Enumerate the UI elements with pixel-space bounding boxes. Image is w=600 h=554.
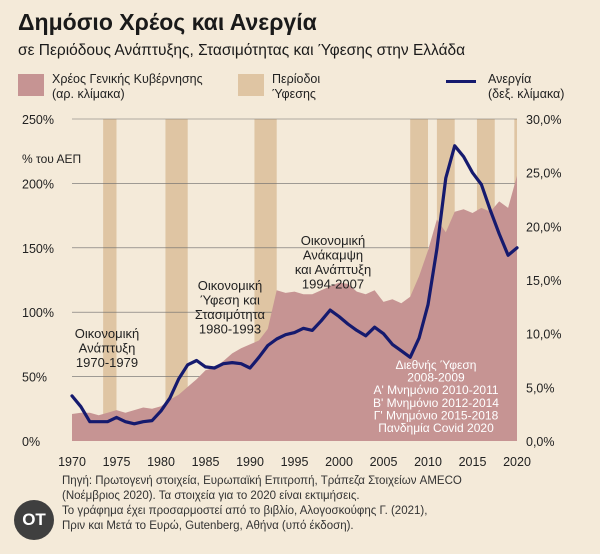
- annotation-a1-line-0: Οικονομική: [75, 326, 139, 341]
- source-note: Πηγή: Πρωτογενή στοιχεία, Ευρωπαϊκή Επιτ…: [62, 474, 462, 534]
- annotation-a4-line-0: Διεθνής Ύφεση: [396, 358, 477, 372]
- legend-sublabel-recession: Ύφεσης: [272, 87, 316, 101]
- right-tick-label-2: 10,0%: [526, 328, 561, 342]
- x-tick-label-9: 2015: [459, 455, 487, 469]
- page-subtitle: σε Περιόδους Ανάπτυξης, Στασιμότητας και…: [18, 42, 466, 59]
- recession-band-0: [103, 119, 117, 441]
- legend-item-unemployment: Ανεργία (δεξ. κλίμακα): [446, 72, 586, 108]
- source-line-2: (Νοέμβριος 2020). Τα στοιχεία για το 202…: [62, 490, 360, 502]
- annotation-a4-line-1: 2008-2009: [407, 371, 465, 385]
- x-tick-label-5: 1995: [281, 455, 309, 469]
- annotation-a2-line-1: Ύφεση και: [200, 293, 260, 308]
- chart: ΟικονομικήΑνάπτυξη1970-1979ΟικονομικήΎφε…: [22, 113, 561, 469]
- annotation-a1-line-2: 1970-1979: [76, 355, 138, 370]
- right-tick-label-5: 25,0%: [526, 167, 561, 181]
- page-title: Δημόσιο Χρέος και Ανεργία: [18, 9, 317, 35]
- brand-logo: OT: [14, 500, 54, 540]
- legend-item-recession: Περίοδοι Ύφεσης: [238, 72, 358, 108]
- annotation-a2-line-2: Στασιμότητα: [195, 307, 266, 322]
- legend-swatch-recession: [238, 74, 264, 96]
- annotation-a3-line-2: και Ανάπτυξη: [295, 262, 371, 277]
- legend: Χρέος Γενικής Κυβέρνησης (αρ. κλίμακα) Π…: [0, 72, 600, 112]
- left-tick-label-5: 250%: [22, 113, 54, 127]
- legend-label-debt: Χρέος Γενικής Κυβέρνησης: [52, 72, 203, 86]
- x-tick-label-3: 1985: [192, 455, 220, 469]
- source-line-3: Το γράφημα έχει προσαρμοστεί από το βιβλ…: [62, 505, 428, 517]
- left-tick-label-4: 200%: [22, 177, 54, 191]
- annotation-a4-line-2: Α' Μνημόνιο 2010-2011: [373, 383, 498, 397]
- annotation-a4-line-3: Β' Μνημόνιο 2012-2014: [373, 396, 499, 410]
- right-tick-label-4: 20,0%: [526, 220, 561, 234]
- x-tick-label-10: 2020: [503, 455, 531, 469]
- annotation-a3-line-3: 1994-2007: [302, 277, 364, 292]
- legend-sublabel-debt: (αρ. κλίμακα): [52, 87, 125, 101]
- annotation-a1-line-1: Ανάπτυξη: [79, 341, 136, 356]
- right-axis: 0,0% 5,0% 10,0% 15,0% 20,0% 25,0% 30,0%: [526, 113, 561, 449]
- left-tick-label-3: 150%: [22, 242, 54, 256]
- legend-sublabel-unemployment: (δεξ. κλίμακα): [488, 87, 565, 101]
- unemployment-line-series: [70, 144, 519, 426]
- annotation-a4-line-5: Πανδημία Covid 2020: [378, 421, 494, 435]
- source-line-1: Πηγή: Πρωτογενή στοιχεία, Ευρωπαϊκή Επιτ…: [62, 475, 462, 487]
- annotation-a2-line-3: 1980-1993: [199, 322, 261, 337]
- left-axis-label: % του ΑΕΠ: [22, 152, 81, 166]
- left-tick-label-1: 50%: [22, 371, 47, 385]
- recession-band-1: [165, 119, 188, 441]
- x-tick-label-4: 1990: [236, 455, 264, 469]
- annotation-a3-line-0: Οικονομική: [301, 233, 365, 248]
- right-tick-label-3: 15,0%: [526, 274, 561, 288]
- x-axis: 1970 1975 1980 1985 1990 1995 2000 2005 2010 2015…: [58, 455, 531, 469]
- left-tick-label-0: 0%: [22, 435, 40, 449]
- annotation-a3-line-1: Ανάκαμψη: [303, 248, 363, 263]
- x-tick-label-6: 2000: [325, 455, 353, 469]
- right-tick-label-1: 5,0%: [526, 381, 555, 395]
- right-tick-label-0: 0,0%: [526, 435, 555, 449]
- x-tick-label-1: 1975: [103, 455, 131, 469]
- legend-item-debt: Χρέος Γενικής Κυβέρνησης (αρ. κλίμακα): [18, 72, 208, 108]
- x-tick-label-8: 2010: [414, 455, 442, 469]
- annotation-a2-line-0: Οικονομική: [198, 278, 262, 293]
- x-tick-label-7: 2005: [370, 455, 398, 469]
- legend-label-unemployment: Ανεργία: [488, 72, 532, 86]
- right-tick-label-6: 30,0%: [526, 113, 561, 127]
- left-axis: 0% 50% 100% 150% 200% 250%: [22, 113, 54, 449]
- legend-label-recession: Περίοδοι: [272, 72, 321, 86]
- x-tick-label-2: 1980: [147, 455, 175, 469]
- annotations: ΟικονομικήΑνάπτυξη1970-1979ΟικονομικήΎφε…: [75, 233, 500, 435]
- annotation-a4-line-4: Γ' Μνημόνιο 2015-2018: [374, 408, 499, 422]
- left-tick-label-2: 100%: [22, 306, 54, 320]
- x-tick-label-0: 1970: [58, 455, 86, 469]
- source-line-4: Πριν και Μετά το Ευρώ, Gutenberg, Αθήνα …: [62, 520, 354, 532]
- debt-area-series: [72, 175, 517, 441]
- legend-line-unemployment: [446, 80, 476, 83]
- legend-swatch-debt: [18, 74, 44, 96]
